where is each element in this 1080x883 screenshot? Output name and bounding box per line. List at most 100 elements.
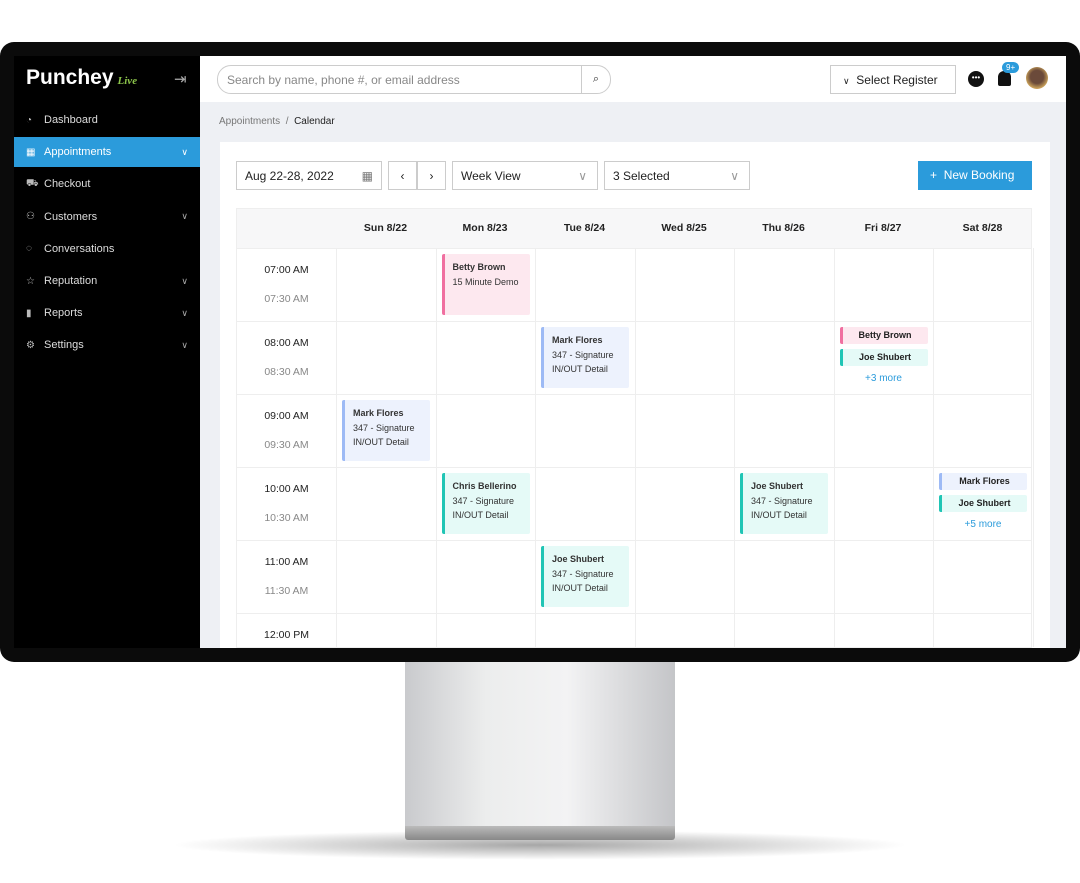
grid-line	[237, 613, 1031, 614]
appointment-card[interactable]: Betty Brown 15 Minute Demo	[441, 254, 530, 315]
sidebar-item-reputation[interactable]: ☆ Reputation ∨	[14, 266, 200, 296]
sidebar-item-dashboard[interactable]: ◔ Dashboard	[14, 105, 200, 135]
sidebar-item-customers[interactable]: ⚇ Customers ∨	[14, 202, 200, 232]
more-appointments-link[interactable]: +3 more	[865, 373, 902, 384]
users-icon: ⚇	[26, 211, 35, 223]
logout-icon[interactable]: ⇥	[174, 71, 187, 88]
appointment-detail: IN/OUT Detail	[751, 510, 807, 520]
monitor-stand	[405, 662, 675, 827]
day-header: Thu 8/26	[762, 222, 805, 234]
appointment-service: 347 - Signature	[353, 422, 415, 433]
next-week-button[interactable]: ›	[417, 161, 446, 190]
gear-icon: ⚙	[26, 339, 35, 351]
prev-week-button[interactable]: ‹	[388, 161, 417, 190]
view-value: Week View	[461, 169, 521, 183]
appointment-card[interactable]: Joe Shubert 347 - Signature IN/OUT Detail	[541, 546, 629, 607]
sidebar-item-label: Settings	[44, 339, 84, 352]
appointment-card[interactable]: Chris Bellerino 347 - Signature IN/OUT Det…	[441, 473, 530, 534]
half-hour-label: 08:30 AM	[264, 366, 309, 378]
calendar-header	[237, 209, 1031, 248]
appointment-pill[interactable]: Joe Shubert	[839, 349, 928, 366]
appointment-service: 347 - Signature	[552, 568, 614, 579]
grid-line	[237, 540, 1031, 541]
chevron-down-icon: ∨	[181, 339, 188, 350]
chat-icon[interactable]: •••	[968, 71, 984, 87]
date-range: Aug 22-28, 2022	[245, 169, 334, 183]
bar-chart-icon: ▮	[26, 307, 32, 319]
grid-line	[435, 248, 437, 647]
time-label: 12:00 PM	[264, 629, 309, 641]
sidebar-item-settings[interactable]: ⚙ Settings ∨	[14, 330, 200, 360]
chevron-down-icon: ∨	[181, 307, 188, 318]
gauge-icon: ◔	[26, 114, 33, 126]
day-header: Fri 8/27	[864, 222, 902, 234]
staff-select[interactable]: 3 Selected ∨	[604, 161, 750, 190]
chevron-down-icon: ∨	[181, 211, 188, 222]
plus-icon: +	[930, 168, 938, 182]
date-range-picker[interactable]: Aug 22-28, 2022 ▦	[236, 161, 382, 190]
sidebar-item-label: Dashboard	[44, 114, 98, 126]
appointment-service: 347 - Signature	[552, 349, 614, 360]
appointment-pill[interactable]: Mark Flores	[939, 473, 1027, 490]
chevron-down-icon: ∨	[181, 146, 188, 157]
sidebar-item-appointments[interactable]: ▦ Appointments ∨	[14, 137, 200, 168]
new-booking-button[interactable]: + New Booking	[918, 161, 1032, 190]
sidebar: Punchey Live ⇥ ◔ Dashboard ▦ Appointments ∨ ⛟ C…	[14, 56, 200, 648]
screen: Punchey Live ⇥ ◔ Dashboard ▦ Appointments ∨ ⛟ C…	[14, 56, 1066, 648]
appointment-pill[interactable]: Betty Brown	[839, 327, 928, 344]
grid-line	[336, 248, 337, 647]
sidebar-item-label: Appointments	[44, 146, 112, 159]
day-header: Tue 8/24	[563, 222, 606, 234]
half-hour-label: 10:30 AM	[264, 512, 309, 524]
view-select[interactable]: Week View ∨	[452, 161, 598, 190]
chat-icon: ◌	[26, 243, 32, 255]
appointment-service: 347 - Signature	[751, 495, 813, 506]
sidebar-item-label: Reputation	[44, 275, 98, 287]
search-placeholder: Search by name, phone #, or email addres…	[227, 73, 460, 87]
search-button[interactable]: ⌕	[581, 66, 610, 93]
grid-line	[237, 321, 1031, 322]
sidebar-item-conversations[interactable]: ◌ Conversations	[14, 234, 200, 264]
appointment-detail: IN/OUT Detail	[353, 437, 409, 447]
appointment-card[interactable]: Mark Flores 347 - Signature IN/OUT Detail	[541, 327, 629, 388]
day-header: Mon 8/23	[462, 222, 508, 234]
breadcrumb-parent[interactable]: Appointments	[219, 116, 281, 127]
search-input[interactable]: Search by name, phone #, or email addres…	[217, 65, 611, 94]
appointment-card[interactable]: Joe Shubert 347 - Signature IN/OUT Detail	[740, 473, 828, 534]
sidebar-item-checkout[interactable]: ⛟ Checkout	[14, 169, 200, 199]
logo-tag: Live	[117, 75, 138, 87]
day-header: Sun 8/22	[363, 222, 408, 234]
half-hour-label: 09:30 AM	[264, 439, 309, 451]
select-register-dropdown[interactable]: ∨ Select Register	[830, 65, 956, 94]
appointment-name: Chris Bellerino	[452, 481, 517, 491]
appointment-card[interactable]: Mark Flores 347 - Signature IN/OUT Detail	[342, 400, 430, 461]
sidebar-item-label: Checkout	[44, 178, 91, 191]
appointment-name: Joe Shubert	[552, 554, 605, 564]
half-hour-label: 07:30 AM	[264, 293, 309, 305]
grid-line	[734, 248, 735, 647]
sidebar-item-label: Conversations	[44, 242, 115, 255]
avatar[interactable]	[1026, 67, 1048, 89]
grid-line	[237, 248, 1031, 249]
grid-line	[535, 248, 536, 647]
logo: Punchey Live	[26, 66, 137, 90]
notification-badge: 9+	[1002, 62, 1020, 73]
calendar-icon: ▦	[26, 146, 36, 158]
time-label: 08:00 AM	[264, 337, 309, 349]
breadcrumb-current: Calendar	[294, 116, 335, 127]
grid-line	[237, 394, 1031, 395]
day-header: Sat 8/28	[962, 222, 1003, 234]
new-booking-label: New Booking	[943, 168, 1015, 182]
appointment-detail: IN/OUT Detail	[552, 583, 608, 593]
cart-icon: ⛟	[26, 177, 39, 189]
bell-icon[interactable]	[998, 71, 1011, 86]
sidebar-item-reports[interactable]: ▮ Reports ∨	[14, 298, 200, 328]
chevron-down-icon: ∨	[181, 275, 188, 286]
appointment-pill[interactable]: Joe Shubert	[939, 495, 1027, 512]
day-header: Wed 8/25	[661, 222, 707, 234]
time-label: 09:00 AM	[264, 410, 309, 422]
chevron-down-icon: ∨	[730, 169, 739, 183]
star-icon: ☆	[26, 275, 35, 287]
appointment-service: 347 - Signature	[452, 495, 515, 506]
more-appointments-link[interactable]: +5 more	[964, 519, 1002, 530]
